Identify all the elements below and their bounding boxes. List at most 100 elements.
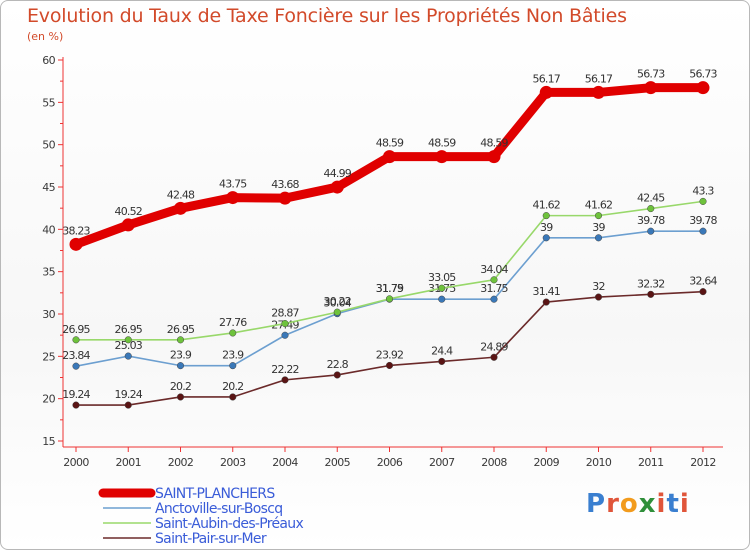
data-label: 26.95: [62, 323, 90, 336]
chart-title: Evolution du Taux de Taxe Foncière sur l…: [27, 5, 627, 27]
data-label: 41.62: [533, 199, 561, 212]
data-point: [438, 357, 446, 365]
x-tick-label: 2003: [220, 456, 246, 469]
x-tick-label: 2000: [63, 456, 89, 469]
data-point: [333, 371, 341, 379]
data-label: 43.3: [692, 184, 714, 197]
x-tick-label: 2004: [272, 456, 298, 469]
data-point: [385, 361, 394, 370]
data-point: [229, 393, 237, 401]
data-label: 31.75: [376, 282, 404, 295]
chart-unit-label: (en %): [27, 30, 64, 43]
data-label: 32.64: [689, 275, 717, 288]
data-point: [121, 218, 135, 232]
x-tick-label: 2010: [586, 456, 612, 469]
data-point: [699, 227, 707, 235]
data-point: [490, 353, 498, 361]
data-point: [592, 85, 605, 99]
data-label: 56.73: [689, 68, 717, 81]
data-label: 38.23: [62, 224, 90, 237]
data-label: 31.41: [533, 285, 561, 298]
x-tick-label: 2009: [533, 456, 559, 469]
data-point: [647, 227, 655, 235]
data-label: 48.59: [428, 137, 456, 150]
data-label: 33.05: [428, 271, 456, 284]
data-label: 48.59: [480, 137, 508, 150]
x-tick-label: 2008: [481, 456, 507, 469]
data-label: 30.04: [324, 297, 352, 310]
data-label: 24.4: [431, 344, 453, 357]
y-tick-label: 45: [42, 181, 55, 194]
data-point: [438, 284, 446, 292]
data-point: [594, 212, 603, 220]
data-label: 39.78: [689, 214, 717, 227]
data-label: 25.03: [115, 339, 143, 352]
data-point: [490, 276, 498, 284]
x-tick-label: 2011: [638, 456, 664, 469]
data-point: [124, 336, 132, 344]
data-label: 22.8: [327, 358, 349, 371]
data-label: 26.95: [167, 323, 195, 336]
data-label: 40.52: [115, 205, 143, 218]
data-label: 44.99: [324, 167, 352, 180]
series-line-2: [75, 200, 704, 341]
data-label: 30.22: [324, 295, 352, 308]
data-label: 19.24: [62, 388, 90, 401]
proxiti-logo: Proxiti: [586, 489, 690, 519]
data-label: 39.78: [637, 214, 665, 227]
data-label: 23.9: [170, 349, 192, 362]
y-tick-label: 35: [42, 266, 55, 279]
x-tick-label: 2007: [429, 456, 455, 469]
data-point: [72, 362, 80, 370]
x-tick-label: 2002: [168, 456, 194, 469]
data-point: [647, 290, 655, 298]
x-tick-label: 2005: [324, 456, 350, 469]
data-label: 56.17: [533, 72, 561, 85]
y-tick-label: 30: [42, 308, 55, 321]
x-tick-label: 2012: [690, 456, 716, 469]
data-point: [438, 295, 446, 303]
data-point: [385, 295, 394, 303]
y-tick-label: 25: [42, 350, 55, 363]
data-point: [278, 191, 292, 205]
data-label: 39: [540, 221, 553, 234]
data-label: 34.04: [480, 263, 508, 276]
data-label: 23.84: [62, 349, 90, 362]
data-label: 41.62: [585, 199, 613, 212]
data-label: 43.75: [219, 178, 247, 191]
data-point: [383, 150, 396, 164]
data-point: [542, 298, 550, 306]
data-label: 23.9: [222, 349, 244, 362]
data-label: 43.68: [271, 178, 299, 191]
data-point: [281, 331, 289, 339]
data-point: [699, 288, 707, 296]
y-tick-label: 55: [42, 96, 55, 109]
data-point: [594, 293, 603, 301]
data-point: [539, 85, 553, 99]
data-point: [487, 150, 501, 164]
data-point: [69, 237, 83, 251]
data-point: [229, 329, 237, 337]
data-label: 56.17: [585, 72, 613, 85]
y-tick-label: 20: [42, 393, 55, 406]
data-label: 23.92: [376, 348, 404, 361]
data-label: 26.95: [115, 323, 143, 336]
data-point: [644, 81, 658, 95]
data-label: 56.73: [637, 68, 665, 81]
data-point: [699, 197, 707, 205]
x-tick-label: 2006: [377, 456, 403, 469]
data-point: [176, 336, 185, 344]
legend-label-1: Anctoville-sur-Boscq: [155, 501, 282, 517]
data-point: [72, 336, 80, 344]
data-point: [124, 352, 132, 360]
data-label: 28.87: [271, 307, 299, 320]
data-label: 32.32: [637, 277, 665, 290]
data-label: 42.45: [637, 192, 665, 205]
data-point: [72, 401, 80, 409]
data-label: 24.89: [480, 340, 508, 353]
data-label: 42.48: [167, 188, 195, 201]
series-line-0: [71, 83, 708, 249]
data-point: [542, 234, 550, 242]
data-point: [696, 81, 710, 95]
